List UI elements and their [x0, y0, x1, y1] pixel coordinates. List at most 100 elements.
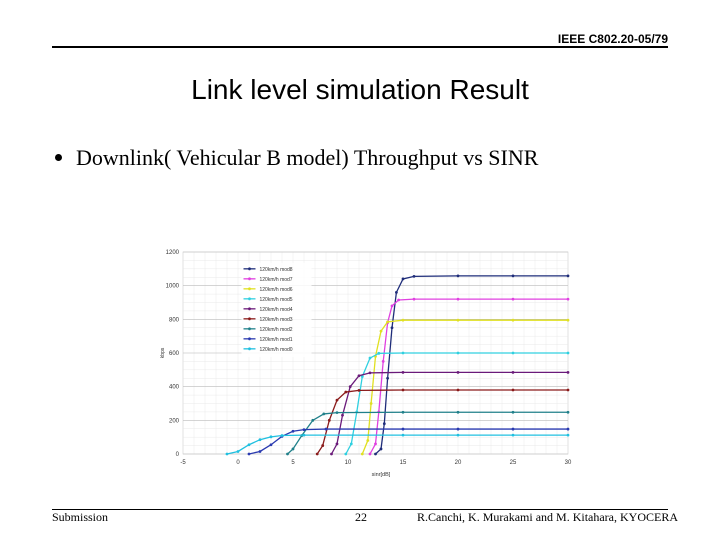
x-tick-label: 25 — [510, 460, 517, 466]
throughput-chart: 0 200 400 600 800 1000 1200 -5 0 5 10 15 20 25 30 sinr[… — [155, 240, 580, 480]
series-point-6 — [311, 418, 315, 422]
series-point-6 — [322, 412, 326, 416]
series-point-6 — [566, 410, 570, 414]
series-point-7 — [401, 427, 405, 431]
series-point-0 — [566, 274, 570, 278]
series-point-2 — [566, 318, 570, 322]
legend-label-8: 120km/h mod0 — [260, 347, 293, 353]
bullet-item: Downlink( Vehicular B model) Throughput … — [55, 145, 538, 171]
series-point-4 — [456, 370, 460, 374]
series-point-4 — [511, 370, 515, 374]
y-axis-label: kbps — [160, 347, 166, 358]
legend-marker-0 — [248, 267, 251, 271]
series-point-7 — [247, 452, 251, 456]
series-point-8 — [236, 450, 240, 453]
legend-marker-4 — [248, 307, 251, 311]
legend-label-5: 120km/h mod3 — [260, 317, 293, 323]
series-point-5 — [401, 388, 405, 392]
y-tick-label: 200 — [169, 418, 180, 424]
series-point-8 — [225, 452, 229, 456]
series-point-7 — [258, 450, 262, 453]
series-point-8 — [247, 443, 251, 447]
legend-marker-8 — [248, 347, 251, 351]
x-tick-label: 10 — [345, 460, 352, 466]
series-point-1 — [374, 442, 377, 446]
series-point-5 — [357, 388, 361, 392]
series-point-8 — [511, 433, 515, 437]
series-point-7 — [511, 427, 515, 431]
series-point-4 — [401, 370, 405, 374]
legend-label-2: 120km/h mod6 — [260, 287, 293, 293]
series-point-8 — [280, 434, 284, 437]
legend-marker-7 — [248, 337, 251, 341]
series-point-7 — [566, 427, 570, 431]
series-point-6 — [335, 411, 339, 414]
series-point-2 — [366, 439, 370, 442]
series-point-0 — [412, 275, 416, 278]
legend-label-3: 120km/h mod5 — [260, 297, 293, 303]
series-line-3 — [345, 352, 568, 455]
series-point-3 — [511, 351, 515, 355]
series-point-7 — [456, 427, 460, 431]
series-point-3 — [360, 375, 364, 378]
document-id: IEEE C802.20-05/79 — [557, 32, 668, 46]
series-point-1 — [368, 452, 372, 456]
series-point-1 — [566, 297, 570, 301]
x-tick-label: 5 — [291, 460, 295, 466]
x-tick-label: 0 — [236, 460, 240, 466]
series-point-4 — [348, 385, 352, 389]
series-point-0 — [382, 422, 386, 426]
series-point-7 — [324, 427, 328, 431]
series-point-0 — [395, 291, 398, 294]
y-tick-label: 800 — [169, 317, 180, 323]
series-point-7 — [302, 428, 306, 431]
series-point-2 — [360, 452, 364, 456]
legend-marker-6 — [248, 327, 251, 331]
series-point-2 — [401, 318, 405, 322]
series-point-8 — [401, 433, 405, 437]
series-line-5 — [316, 389, 568, 455]
bullet-dot-icon — [55, 154, 62, 162]
series-point-1 — [397, 298, 400, 302]
series-point-4 — [566, 370, 570, 374]
series-point-3 — [368, 356, 372, 360]
series-point-2 — [379, 329, 383, 333]
footer-submission: Submission — [52, 510, 109, 524]
series-point-0 — [390, 326, 394, 330]
footer-page-number: 22 — [355, 510, 367, 524]
x-tick-label: -5 — [180, 460, 186, 466]
series-point-5 — [335, 398, 339, 402]
series-point-3 — [401, 351, 405, 355]
legend-marker-3 — [248, 297, 251, 301]
series-point-3 — [377, 351, 381, 355]
series-point-3 — [344, 452, 348, 456]
series-point-0 — [386, 376, 389, 380]
x-tick-label: 20 — [455, 460, 462, 466]
footer-divider — [52, 509, 668, 510]
header-divider — [52, 46, 668, 48]
series-point-3 — [566, 351, 570, 355]
x-tick-label: 15 — [400, 460, 407, 466]
y-tick-label: 1200 — [166, 250, 180, 256]
series-point-2 — [369, 402, 373, 405]
series-point-6 — [456, 410, 460, 414]
series-point-4 — [335, 442, 339, 446]
legend-marker-2 — [248, 287, 251, 291]
legend-label-1: 120km/h mod7 — [260, 277, 293, 283]
series-point-0 — [456, 274, 460, 278]
series-point-5 — [315, 452, 319, 456]
series-point-0 — [374, 452, 377, 456]
series-point-8 — [456, 433, 460, 437]
series-point-7 — [269, 443, 273, 447]
legend-label-6: 120km/h mod2 — [260, 327, 293, 333]
series-point-0 — [511, 274, 515, 278]
series-point-6 — [511, 410, 515, 414]
y-tick-label: 1000 — [166, 284, 180, 290]
series-point-5 — [566, 388, 570, 392]
series-point-5 — [456, 388, 460, 392]
y-tick-label: 400 — [169, 385, 180, 391]
legend-marker-5 — [248, 317, 251, 321]
legend-label-4: 120km/h mod4 — [260, 307, 293, 313]
series-point-4 — [330, 452, 333, 456]
